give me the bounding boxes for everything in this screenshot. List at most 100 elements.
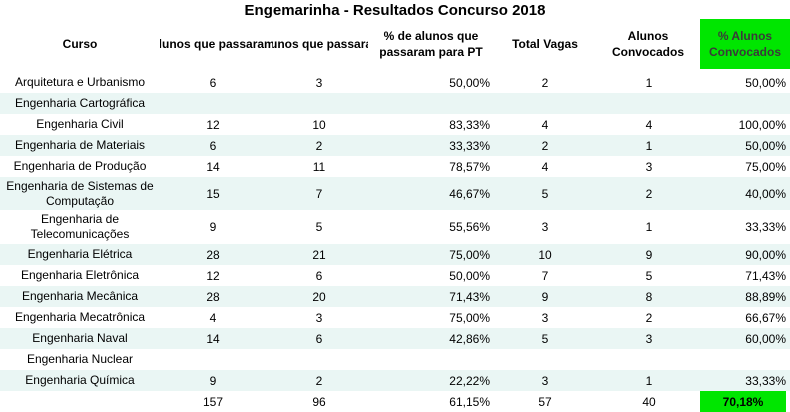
- total-pct-convocados-cell: 70,18%: [700, 391, 786, 412]
- vagas-cell: 5: [541, 186, 549, 201]
- course-cell: Engenharia de Sistemas de Computação: [6, 178, 154, 208]
- table-row: Engenharia de Sistemas de Computação 15 7 4…: [0, 177, 790, 210]
- passaram-cell: 14: [206, 331, 220, 346]
- passaram-pt-cell: [274, 93, 364, 114]
- pct-convocados-cell: 33,33%: [745, 373, 786, 388]
- header-vagas-label: Total Vagas: [512, 37, 578, 51]
- pct-cell: 55,56%: [449, 220, 490, 234]
- table-row: Engenharia Elétrica 28 21 75,00% 10 9 90,00%: [0, 244, 790, 265]
- table-row: Engenharia de Telecomunicações 9 5 55,56% 3 1…: [0, 210, 790, 244]
- course-cell: Engenharia Mecatrônica: [14, 310, 146, 324]
- pct-convocados-cell: 90,00%: [745, 247, 786, 262]
- convocados-cell: 1: [645, 75, 653, 90]
- convocados-cell: 1: [645, 373, 653, 388]
- vagas-cell: [500, 93, 590, 114]
- pct-convocados-cell: 50,00%: [745, 138, 786, 153]
- passaram-pt-cell: 21: [312, 247, 326, 262]
- pct-convocados-cell: 60,00%: [745, 331, 786, 346]
- convocados-cell: 3: [645, 331, 653, 346]
- vagas-cell: 4: [541, 159, 549, 174]
- course-cell: Engenharia Química: [25, 373, 135, 387]
- course-cell: Engenharia Naval: [32, 331, 128, 345]
- sheet-title: Engemarinha - Resultados Concurso 2018: [244, 2, 546, 19]
- passaram-cell: 28: [206, 247, 220, 262]
- pct-convocados-cell: 100,00%: [738, 117, 786, 132]
- header-passaram-label: Alunos que passaram: [160, 37, 273, 51]
- pct-convocados-cell: [700, 349, 786, 370]
- course-cell: Engenharia Civil: [36, 117, 124, 131]
- course-cell: Arquitetura e Urbanismo: [14, 75, 146, 89]
- pct-convocados-cell: 88,89%: [745, 289, 786, 304]
- header-pct-label: % de alunos que passaram para PT: [379, 29, 483, 59]
- table-row: Arquitetura e Urbanismo 6 3 50,00% 2 1 50,00%: [0, 72, 790, 93]
- course-cell: Engenharia Elétrica: [27, 247, 133, 261]
- passaram-cell: 14: [206, 159, 220, 174]
- header-pct: % de alunos que passaram para PT: [368, 18, 494, 70]
- passaram-pt-cell: 2: [315, 373, 323, 388]
- convocados-cell: [604, 349, 694, 370]
- pct-cell: 83,33%: [449, 117, 490, 132]
- course-cell: Engenharia de Telecomunicações: [30, 212, 130, 241]
- header-curso: Curso: [0, 18, 160, 70]
- passaram-cell: [168, 93, 258, 114]
- header-pct-convocados: % Alunos Convocados: [700, 19, 790, 69]
- convocados-cell: 9: [645, 247, 653, 262]
- passaram-pt-cell: 10: [312, 117, 326, 132]
- passaram-cell: 4: [209, 310, 217, 325]
- total-convocados-cell: 40: [642, 394, 656, 409]
- table-row: Engenharia Naval 14 6 42,86% 5 3 60,00%: [0, 328, 790, 349]
- passaram-pt-cell: 20: [312, 289, 326, 304]
- passaram-cell: 6: [209, 138, 217, 153]
- passaram-pt-cell: 6: [315, 268, 323, 283]
- pct-cell: 33,33%: [449, 138, 490, 153]
- header-convocados: Alunos Convocados: [604, 18, 692, 70]
- total-vagas-cell: 57: [538, 394, 552, 409]
- pct-cell: 71,43%: [449, 289, 490, 304]
- table-row: Engenharia de Produção 14 11 78,57% 4 3 75,00%: [0, 156, 790, 177]
- table-row: Engenharia Nuclear: [0, 349, 790, 370]
- passaram-pt-cell: 5: [315, 220, 323, 234]
- convocados-cell: [604, 93, 694, 114]
- convocados-cell: 1: [645, 138, 653, 153]
- header-passaram-pt: Alunos que passaram para PT: [273, 18, 368, 70]
- table-row: Engenharia de Materiais 6 2 33,33% 2 1 50,00%: [0, 135, 790, 156]
- vagas-cell: 5: [541, 331, 549, 346]
- course-cell: Engenharia Eletrônica: [20, 268, 140, 282]
- pct-cell: 78,57%: [449, 159, 490, 174]
- course-cell: Engenharia de Produção: [13, 159, 147, 173]
- header-convocados-label: Alunos Convocados: [611, 29, 684, 59]
- pct-cell: 22,22%: [449, 373, 490, 388]
- pct-cell: 75,00%: [449, 310, 490, 325]
- table-row: Engenharia Mecatrônica 4 3 75,00% 3 2 66,67%: [0, 307, 790, 328]
- table-row: Engenharia Química 9 2 22,22% 3 1 33,33%: [0, 370, 790, 391]
- course-cell: Engenharia Mecânica: [21, 289, 139, 303]
- convocados-cell: 1: [645, 220, 653, 234]
- vagas-cell: 2: [541, 75, 549, 90]
- total-pct-cell: 61,15%: [449, 394, 490, 409]
- total-passaram-pt-cell: 96: [312, 394, 326, 409]
- pct-convocados-cell: 75,00%: [745, 159, 786, 174]
- passaram-pt-cell: 11: [312, 159, 326, 174]
- vagas-cell: 3: [541, 310, 549, 325]
- passaram-pt-cell: 6: [315, 331, 323, 346]
- passaram-cell: [168, 349, 258, 370]
- passaram-pt-cell: [274, 349, 364, 370]
- table-row: Engenharia Civil 12 10 83,33% 4 4 100,00%: [0, 114, 790, 135]
- vagas-cell: 7: [541, 268, 549, 283]
- table-row: Engenharia Cartográfica: [0, 93, 790, 114]
- convocados-cell: 5: [645, 268, 653, 283]
- header-passaram: Alunos que passaram: [160, 18, 273, 70]
- passaram-cell: 9: [209, 373, 217, 388]
- pct-cell: 42,86%: [449, 331, 490, 346]
- pct-convocados-cell: [700, 93, 786, 114]
- passaram-cell: 6: [209, 75, 217, 90]
- vagas-cell: 3: [541, 220, 549, 234]
- pct-cell: 50,00%: [449, 75, 490, 90]
- course-cell: Engenharia Cartográfica: [14, 96, 146, 110]
- header-curso-label: Curso: [62, 37, 98, 51]
- pct-convocados-cell: 33,33%: [745, 220, 786, 234]
- vagas-cell: 4: [541, 117, 549, 132]
- header-pct-convocados-label: % Alunos Convocados: [708, 29, 781, 59]
- vagas-cell: 10: [538, 247, 552, 262]
- header-passaram-pt-label: Alunos que passaram para PT: [273, 37, 368, 51]
